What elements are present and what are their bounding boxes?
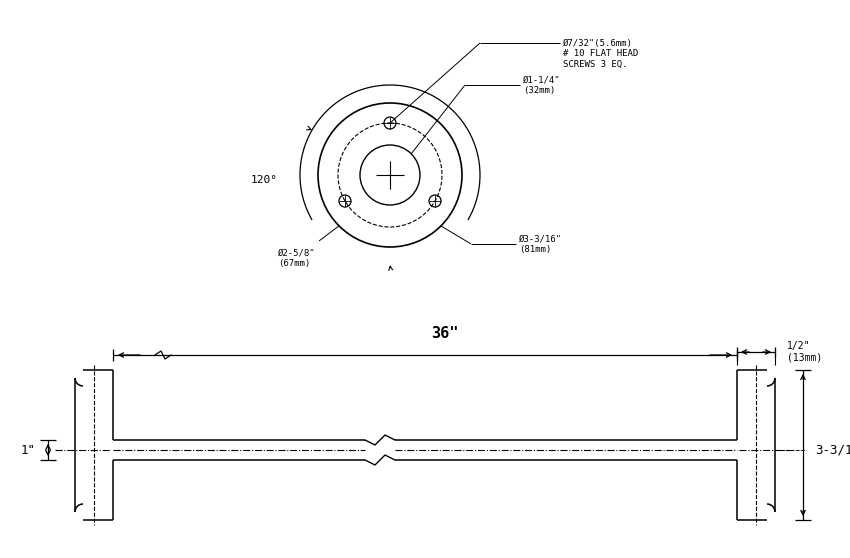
Text: 1": 1" xyxy=(21,444,36,456)
Text: Ø7/32"(5.6mm)
# 10 FLAT HEAD
SCREWS 3 EQ.: Ø7/32"(5.6mm) # 10 FLAT HEAD SCREWS 3 EQ… xyxy=(563,39,638,69)
Text: 120°: 120° xyxy=(251,175,278,185)
Text: 36": 36" xyxy=(431,326,459,341)
Text: 1/2"
(13mm): 1/2" (13mm) xyxy=(787,341,822,363)
Text: 3-3/16": 3-3/16" xyxy=(815,444,850,456)
Text: Ø2-5/8"
(67mm): Ø2-5/8" (67mm) xyxy=(279,249,316,268)
Text: Ø1-1/4"
(32mm): Ø1-1/4" (32mm) xyxy=(523,75,561,95)
Text: Ø3-3/16"
(81mm): Ø3-3/16" (81mm) xyxy=(518,234,562,254)
